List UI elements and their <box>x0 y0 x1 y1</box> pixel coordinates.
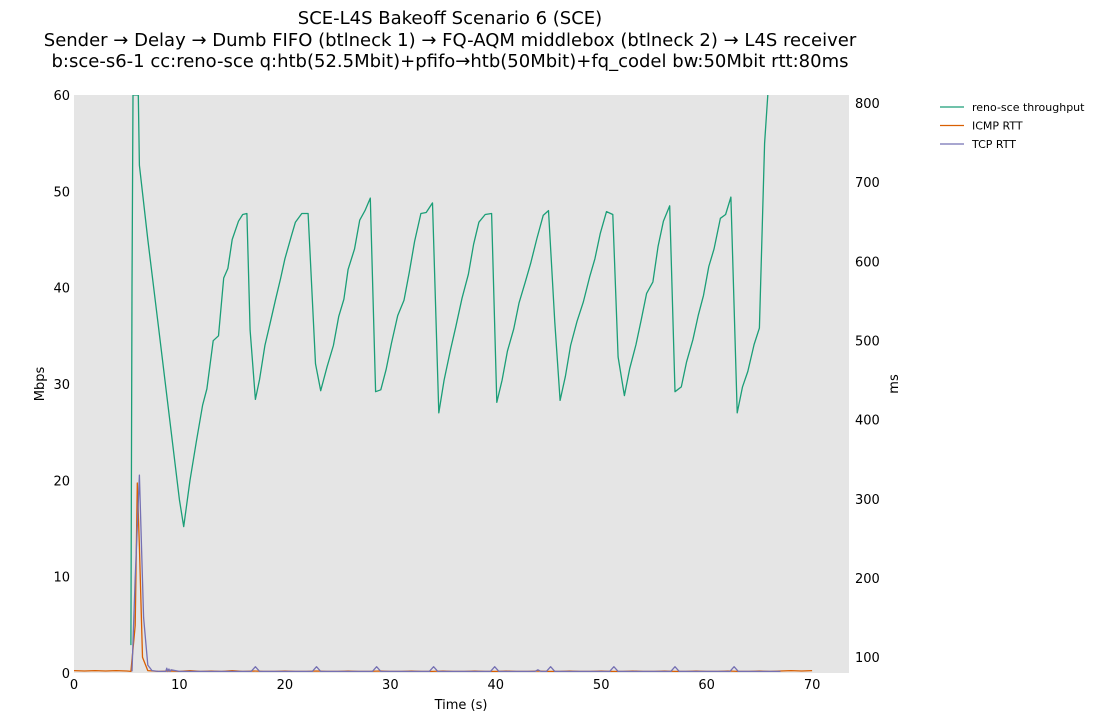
x-tick-label: 60 <box>698 678 715 693</box>
y-tick-label: 0 <box>62 667 70 682</box>
y-tick-label: 60 <box>53 89 70 104</box>
y2-tick-label: 600 <box>855 255 880 270</box>
series-line-2 <box>131 474 781 673</box>
title-line-2: Sender → Delay → Dumb FIFO (btlneck 1) →… <box>44 30 857 51</box>
y-axis: 0 10 20 30 40 50 60 <box>53 89 70 682</box>
x-tick-label: 10 <box>171 678 188 693</box>
x-tick-label: 30 <box>382 678 399 693</box>
x-tick-label: 50 <box>593 678 610 693</box>
y2-tick-label: 700 <box>855 176 880 191</box>
y2-axis: 100 200 300 400 500 600 700 800 <box>855 97 880 666</box>
title-line-3: b:sce-s6-1 cc:reno-sce q:htb(52.5Mbit)+p… <box>52 51 849 72</box>
legend-label-1: ICMP RTT <box>972 120 1023 133</box>
x-axis: 0 10 20 30 40 50 60 70 <box>70 678 821 693</box>
chart-title: SCE-L4S Bakeoff Scenario 6 (SCE) Sender … <box>44 8 857 72</box>
x-tick-label: 20 <box>277 678 294 693</box>
plot-area <box>74 95 849 673</box>
y2-tick-label: 400 <box>855 414 880 429</box>
x-tick-label: 0 <box>70 678 78 693</box>
legend-label-0: reno-sce throughput <box>972 101 1085 114</box>
y-tick-label: 40 <box>53 282 70 297</box>
y2-tick-label: 800 <box>855 97 880 112</box>
y-tick-label: 20 <box>53 474 70 489</box>
x-axis-label: Time (s) <box>434 698 488 713</box>
y2-tick-label: 500 <box>855 334 880 349</box>
y-tick-label: 50 <box>53 185 70 200</box>
legend-label-2: TCP RTT <box>971 138 1016 151</box>
x-tick-label: 40 <box>487 678 504 693</box>
y-tick-label: 30 <box>53 378 70 393</box>
y2-tick-label: 300 <box>855 493 880 508</box>
series-layer <box>74 95 813 673</box>
y2-axis-label: ms <box>887 374 902 394</box>
y-tick-label: 10 <box>53 571 70 586</box>
y2-tick-label: 200 <box>855 572 880 587</box>
y-axis-label: Mbps <box>33 367 48 402</box>
series-line-0 <box>130 95 769 646</box>
y2-tick-label: 100 <box>855 651 880 666</box>
title-line-1: SCE-L4S Bakeoff Scenario 6 (SCE) <box>298 8 602 29</box>
legend: reno-sce throughput ICMP RTT TCP RTT <box>940 101 1085 151</box>
x-tick-label: 70 <box>804 678 821 693</box>
